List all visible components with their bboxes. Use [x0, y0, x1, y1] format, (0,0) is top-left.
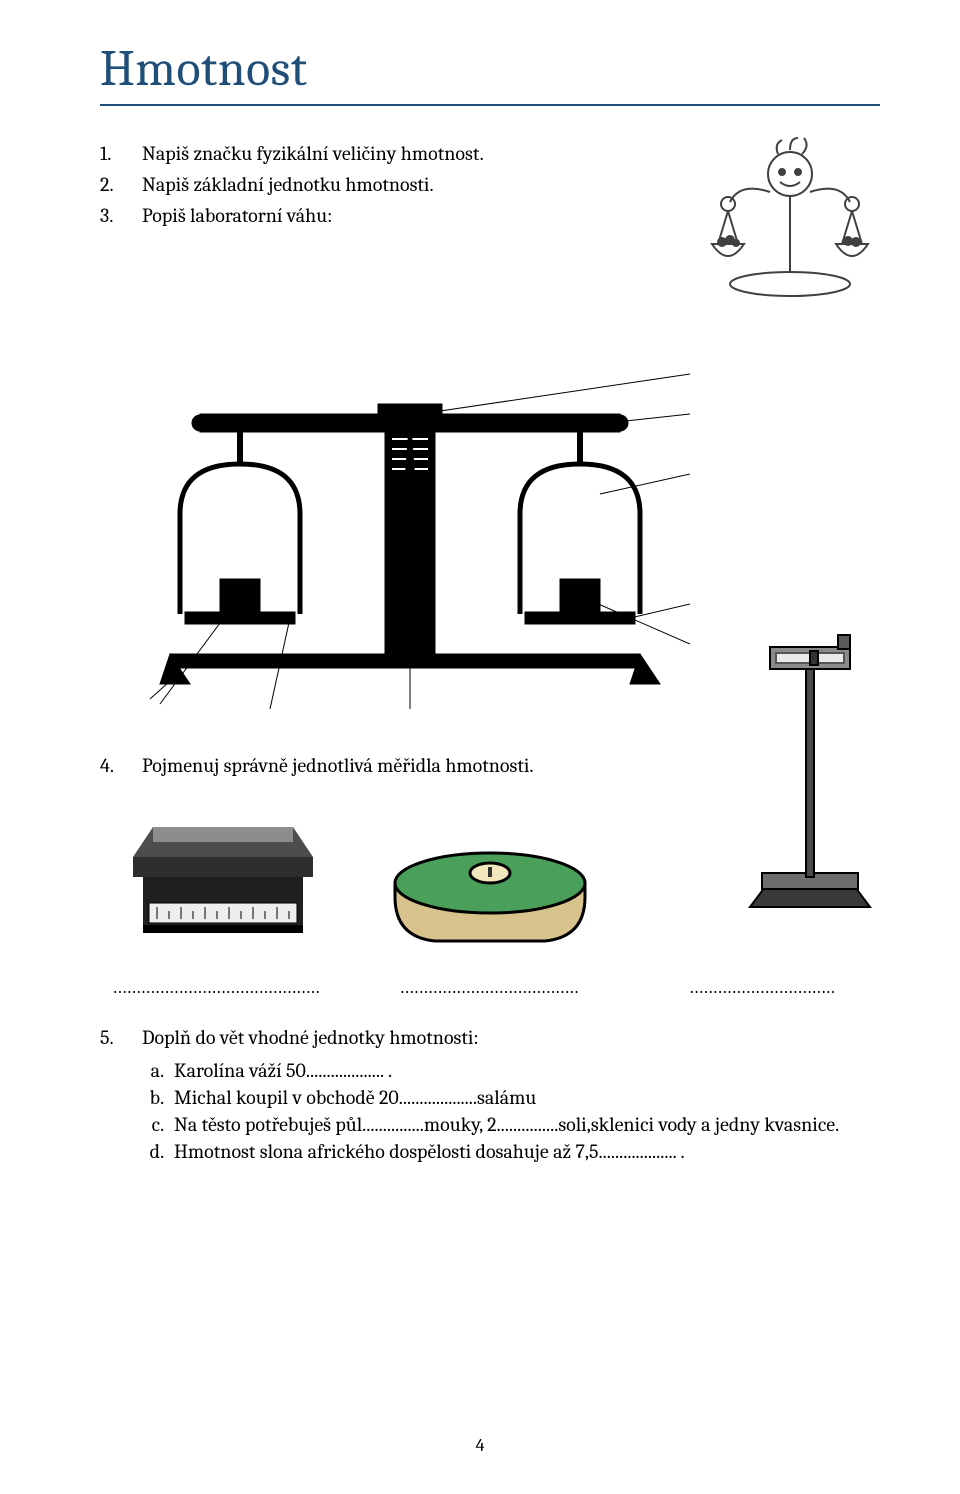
- bathroom-scale-illustration: [367, 837, 614, 957]
- page-title: Hmotnost: [100, 40, 880, 98]
- q2-text: Napiš základní jednotku hmotnosti.: [142, 173, 670, 196]
- mascot-illustration: [700, 134, 880, 314]
- worksheet-page: Hmotnost 1. Napiš značku fyzikální velič…: [0, 0, 960, 1494]
- blank-1: ........................................…: [100, 977, 334, 998]
- page-number: 4: [0, 1435, 960, 1456]
- blank-3: ...............................: [646, 977, 880, 998]
- kitchen-scale-icon: [113, 807, 333, 957]
- sentence-d: Hmotnost slona afrického dospělosti dosa…: [168, 1140, 880, 1163]
- questions-1-3: 1. Napiš značku fyzikální veličiny hmotn…: [100, 134, 670, 235]
- q3-text: Popiš laboratorní váhu:: [142, 204, 670, 227]
- bathroom-scale-icon: [375, 837, 605, 957]
- q1-number: 1.: [100, 142, 142, 165]
- kitchen-scale-illustration: [100, 807, 347, 957]
- sentence-a: Karolína váží 50................... .: [168, 1059, 880, 1082]
- q3-number: 3.: [100, 204, 142, 227]
- q5-text: Doplň do vět vhodné jednotky hmotnosti:: [142, 1026, 880, 1049]
- question-2: 2. Napiš základní jednotku hmotnosti.: [100, 173, 670, 196]
- question-5: 5. Doplň do vět vhodné jednotky hmotnost…: [100, 1026, 880, 1049]
- title-rule: [100, 104, 880, 106]
- blank-labels-row: ........................................…: [100, 977, 880, 998]
- q4-number: 4.: [100, 754, 142, 777]
- question-3: 3. Popiš laboratorní váhu:: [100, 204, 670, 227]
- lab-balance-icon: [130, 344, 690, 714]
- sentence-b: Michal koupil v obchodě 20..............…: [168, 1086, 880, 1109]
- mascot-icon: [700, 134, 880, 314]
- physician-scale-illustration: [740, 627, 880, 927]
- top-row: 1. Napiš značku fyzikální veličiny hmotn…: [100, 134, 880, 314]
- physician-scale-icon: [740, 627, 880, 927]
- q2-number: 2.: [100, 173, 142, 196]
- sentence-c: Na těsto potřebuješ půl...............mo…: [168, 1113, 880, 1136]
- q1-text: Napiš značku fyzikální veličiny hmotnost…: [142, 142, 670, 165]
- q5-number: 5.: [100, 1026, 142, 1049]
- blank-2: ......................................: [373, 977, 607, 998]
- fill-in-list: Karolína váží 50................... . Mi…: [142, 1059, 880, 1163]
- question-1: 1. Napiš značku fyzikální veličiny hmotn…: [100, 142, 670, 165]
